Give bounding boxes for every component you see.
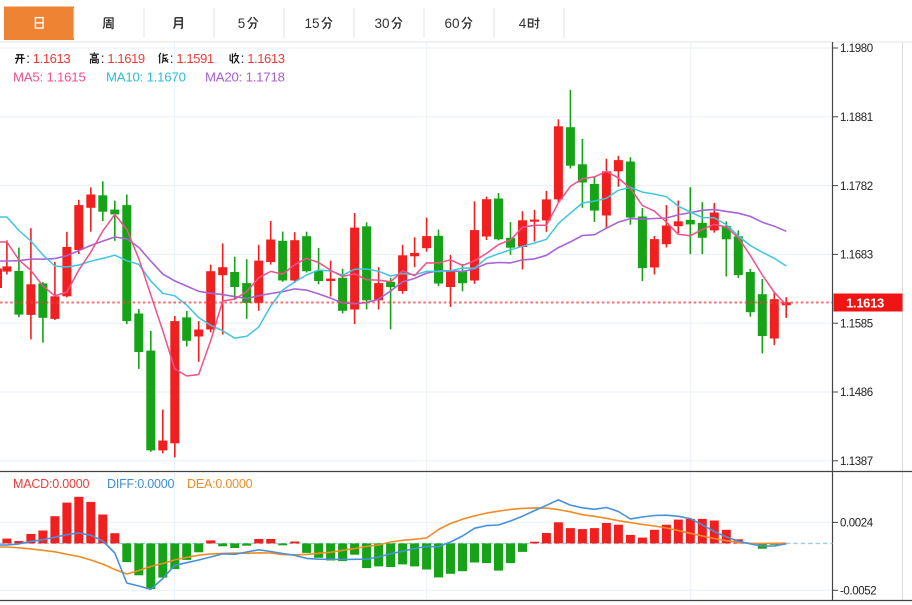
- svg-text:1.1585: 1.1585: [840, 318, 873, 330]
- svg-text:0.0024: 0.0024: [840, 518, 874, 530]
- svg-text:15: 15: [305, 16, 320, 31]
- svg-text:1.1591: 1.1591: [176, 51, 214, 66]
- svg-text:60: 60: [445, 16, 460, 31]
- svg-text::: :: [241, 51, 245, 66]
- svg-text:1.1387: 1.1387: [840, 456, 873, 468]
- svg-text:-0.0052: -0.0052: [840, 586, 876, 598]
- svg-text:1.1782: 1.1782: [840, 181, 873, 193]
- svg-text:1.1619: 1.1619: [107, 51, 145, 66]
- svg-text:1.1881: 1.1881: [840, 112, 873, 124]
- svg-text:MA5: 1.1615: MA5: 1.1615: [13, 70, 86, 85]
- svg-text:1.1980: 1.1980: [840, 43, 873, 55]
- svg-text:DEA:0.0000: DEA:0.0000: [187, 477, 253, 491]
- svg-text:1.1613: 1.1613: [846, 295, 884, 310]
- svg-text:MA10: 1.1670: MA10: 1.1670: [106, 70, 186, 85]
- svg-text::: :: [26, 51, 30, 66]
- svg-text:DIFF:0.0000: DIFF:0.0000: [107, 477, 175, 491]
- svg-text::: :: [170, 51, 174, 66]
- svg-text:1.1613: 1.1613: [247, 51, 285, 66]
- svg-text:MA20: 1.1718: MA20: 1.1718: [205, 70, 285, 85]
- svg-text:1.1613: 1.1613: [33, 51, 71, 66]
- svg-text:1.1486: 1.1486: [840, 387, 873, 399]
- svg-text:5: 5: [238, 16, 246, 31]
- svg-text:MACD:0.0000: MACD:0.0000: [13, 477, 90, 491]
- svg-text:4: 4: [519, 16, 527, 31]
- svg-text::: :: [101, 51, 105, 66]
- svg-text:30: 30: [375, 16, 390, 31]
- svg-text:1.1683: 1.1683: [840, 250, 873, 262]
